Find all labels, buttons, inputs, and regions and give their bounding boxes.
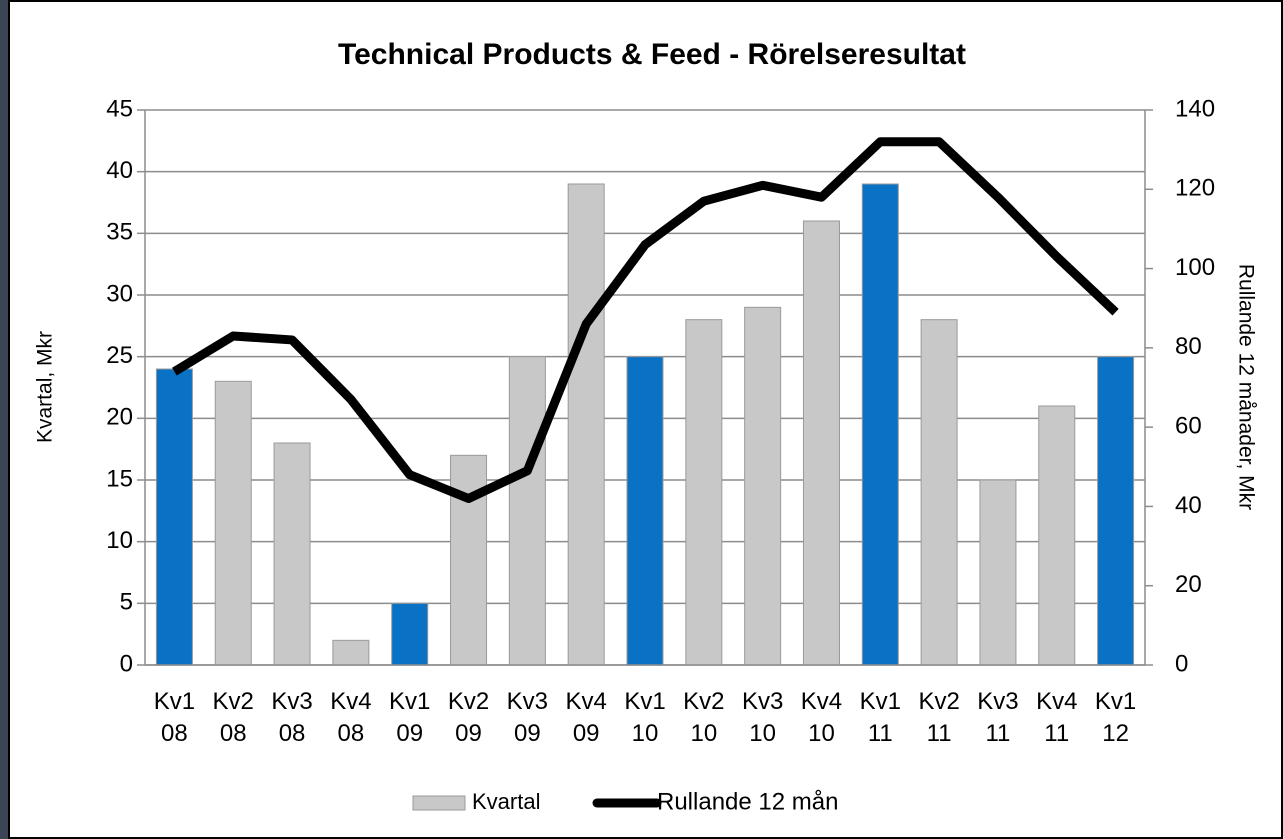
y2-tick-label: 20 [1175,571,1202,598]
x-tick-label: Kv4 09 [565,688,606,747]
y2-tick-label: 60 [1175,412,1202,439]
bar [979,479,1017,666]
bar [802,220,840,666]
y2-tick-label: 0 [1175,650,1188,677]
bar [1097,356,1135,666]
legend-swatch [412,795,466,811]
y2-tick-label: 40 [1175,492,1202,519]
x-tick-label: Kv3 08 [271,688,312,747]
y-tick-label: 0 [120,650,133,677]
x-tick-label: Kv1 09 [389,688,430,747]
y-tick-label: 15 [106,465,133,492]
x-tick-label: Kv3 10 [742,688,783,747]
x-tick-label: Kv2 11 [918,688,959,747]
bar [332,639,370,666]
background-strip [0,0,10,839]
y-tick-label: 10 [106,527,133,554]
x-tick-label: Kv1 12 [1095,688,1136,747]
x-tick-label: Kv2 09 [448,688,489,747]
x-tick-label: Kv4 11 [1036,688,1077,747]
bar [508,356,546,666]
bar [744,306,782,666]
y-tick-label: 35 [106,219,133,246]
bar [1038,405,1076,666]
x-tick-label: Kv2 10 [683,688,724,747]
bar [273,442,311,666]
x-tick-label: Kv3 09 [507,688,548,747]
legend-label: Rullande 12 mån [657,788,838,815]
x-tick-label: Kv4 10 [801,688,842,747]
y2-tick-label: 80 [1175,333,1202,360]
x-tick-label: Kv1 11 [860,688,901,747]
y2-tick-label: 140 [1175,95,1215,122]
y-tick-label: 20 [106,404,133,431]
bar [567,183,605,666]
x-tick-label: Kv1 10 [624,688,665,747]
bar [861,183,899,666]
y-tick-label: 45 [106,95,133,122]
bar [450,454,488,666]
bar [685,319,723,666]
bar [155,368,193,666]
y-tick-label: 5 [120,589,133,616]
y-axis-title: Kvartal, Mkr [34,331,57,443]
bar [214,380,252,666]
legend-label: Kvartal [472,789,540,814]
y2-tick-label: 100 [1175,254,1215,281]
bar [391,602,429,666]
x-tick-label: Kv1 08 [154,688,195,747]
y-tick-label: 40 [106,157,133,184]
y-tick-label: 30 [106,280,133,307]
line [172,137,1119,503]
y2-tick-label: 120 [1175,175,1215,202]
x-tick-label: Kv3 11 [977,688,1018,747]
y2-axis-title: Rullande 12 månader, Mkr [1234,264,1257,510]
bar [626,356,664,666]
x-tick-label: Kv2 08 [213,688,254,747]
chart-title: Technical Products & Feed - Rörelseresul… [338,38,966,71]
x-tick-label: Kv4 08 [330,688,371,747]
y-tick-label: 25 [106,342,133,369]
bar [920,319,958,666]
